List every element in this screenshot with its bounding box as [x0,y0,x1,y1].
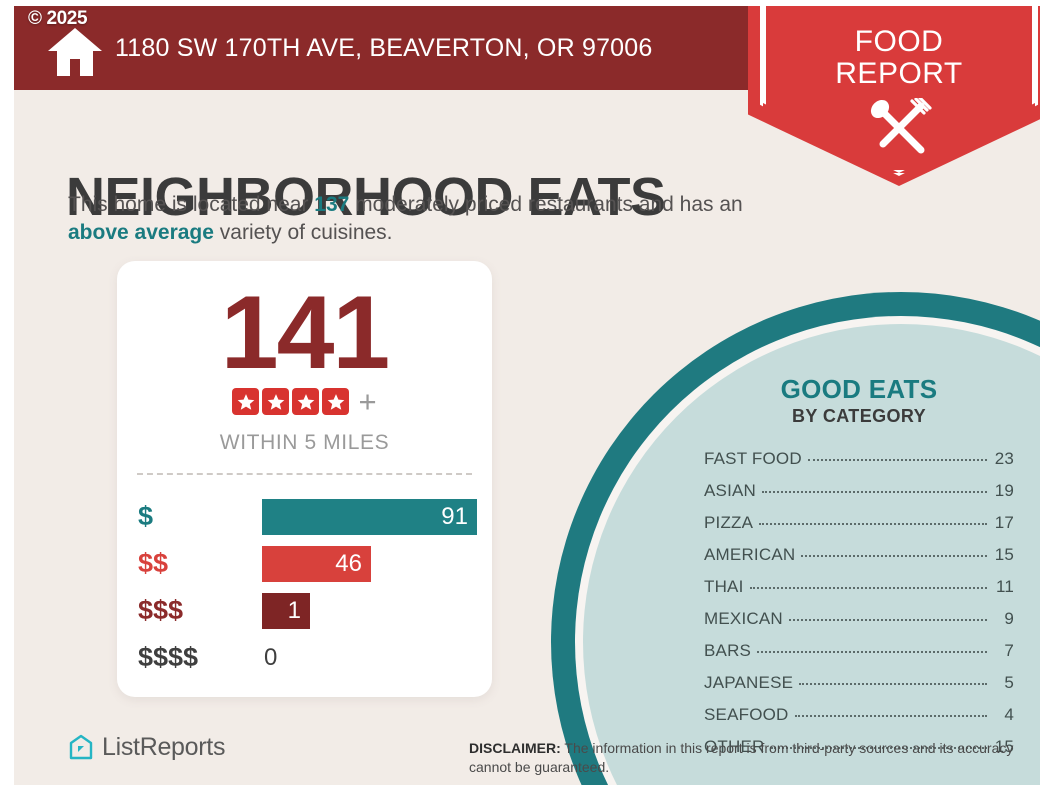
report-canvas: 1180 SW 170TH AVE, BEAVERTON, OR 97006 F… [14,6,1040,785]
category-name: PIZZA [704,513,754,532]
category-row: JAPANESE 5 [704,673,1014,705]
category-list: FAST FOOD 23 ASIAN 19 PIZZA 17 AMERICAN 15 THAI 1… [704,449,1014,769]
price-level-bar: 0 [262,640,277,676]
price-level-row: $$$$ 0 [117,634,492,681]
dot-leader [794,715,987,717]
badge-inner-outline [760,6,1038,176]
price-level-value: 91 [441,502,468,530]
listreports-logo[interactable]: ListReports [68,733,225,762]
spoon-fork-icon [870,98,932,154]
subtitle-part3: variety of cuisines. [213,220,393,244]
category-count: 9 [1004,609,1014,628]
price-level-bar-area: 91 [262,498,482,535]
price-level-label: $ [138,501,154,531]
category-row: THAI 11 [704,577,1014,609]
price-level-label: $$$ [138,595,184,625]
dot-leader [762,491,987,493]
category-row: PIZZA 17 [704,513,1014,545]
category-name: MEXICAN [704,609,783,628]
category-count: 15 [994,545,1014,564]
star-rating: + [117,383,492,419]
category-count: 15 [994,737,1014,756]
category-name: THAI [704,577,744,596]
category-row: AMERICAN 15 [704,545,1014,577]
price-level-row: $$$ 1 [117,587,492,634]
category-name: ASIAN [704,481,757,500]
price-level-row: $91 [117,493,492,540]
food-report-badge: FOOD REPORT [748,6,1040,186]
disclaimer-label: DISCLAIMER: [469,740,561,756]
category-name: AMERICAN [704,545,796,564]
dot-leader [799,683,987,685]
price-level-bar-area: 46 [262,545,482,582]
price-level-label: $$ [138,548,169,578]
star-icon [292,388,320,415]
star-icon [262,388,290,415]
property-address: 1180 SW 170TH AVE, BEAVERTON, OR 97006 [115,34,653,62]
category-name: SEAFOOD [704,705,789,724]
price-level-value: 1 [287,596,301,624]
category-row: MEXICAN 9 [704,609,1014,641]
category-count: 7 [1004,641,1014,660]
price-level-bar: 91 [262,498,477,535]
disclaimer-text: The information in this report is from t… [469,740,1014,775]
house-icon [48,28,102,76]
subtitle-part1: This home is located near [68,193,315,216]
restaurant-count: 137 [314,193,350,216]
dot-leader [770,747,987,749]
category-count: 17 [994,513,1014,532]
price-level-bar-area: 1 [262,592,482,629]
dot-leader [759,523,987,525]
page-title: NEIGHBORHOOD EATS [66,167,666,228]
price-level-label: $$$$ [138,642,199,672]
dot-leader [807,459,987,461]
category-count: 5 [1004,673,1014,692]
category-name: BARS [704,641,752,660]
category-row: FAST FOOD 23 [704,449,1014,481]
plus-icon: + [358,383,377,419]
variety-quality: above average [68,220,214,244]
category-name: FAST FOOD [704,449,802,468]
restaurant-stat-card: 141 + WITHIN 5 MILES $91 $$ 46 $$$ 1 $$$$ 0 [117,261,492,697]
category-name: JAPANESE [704,673,794,692]
dot-leader [749,587,987,589]
price-level-value: 0 [264,643,278,671]
good-eats-panel: GOOD EATS BY CATEGORY FAST FOOD 23 ASIAN 19… [704,374,1014,769]
dot-leader [757,651,987,653]
card-divider [137,473,472,475]
price-level-value: 46 [335,549,362,577]
price-level-row: $$ 46 [117,540,492,587]
category-row: OTHER 15 [704,737,1014,769]
price-level-bar: 1 [262,592,310,629]
dot-leader [788,619,987,621]
category-count: 23 [994,449,1014,468]
listreports-house-icon [69,734,93,759]
subtitle-part2: moderately priced restaurants and has an [349,193,743,216]
restaurant-total: 141 [220,275,391,391]
price-level-bar-area: 0 [262,640,482,676]
category-row: BARS 7 [704,641,1014,673]
category-count: 19 [994,481,1014,500]
category-count: 11 [995,577,1014,596]
within-miles-label: WITHIN 5 MILES [219,431,390,454]
listreports-logo-text: ListReports [102,733,226,761]
dot-leader [801,555,987,557]
category-name: OTHER [704,737,765,756]
badge-title: FOOD REPORT [835,25,963,90]
disclaimer: DISCLAIMER: The information in this repo… [469,739,1014,777]
category-row: ASIAN 19 [704,481,1014,513]
copyright-overlay: © 2025 [28,8,88,29]
price-level-bar: 46 [262,545,371,582]
good-eats-title: GOOD EATS [780,374,938,404]
category-count: 4 [1004,705,1014,724]
star-icon [322,388,350,415]
category-row: SEAFOOD 4 [704,705,1014,737]
teal-circle-graphic [551,292,1040,785]
price-level-chart: $91 $$ 46 $$$ 1 $$$$ 0 [117,493,492,681]
page-subtitle: This home is located near 137 moderately… [68,191,758,246]
star-icon [232,388,260,415]
good-eats-subtitle: BY CATEGORY [791,406,927,426]
